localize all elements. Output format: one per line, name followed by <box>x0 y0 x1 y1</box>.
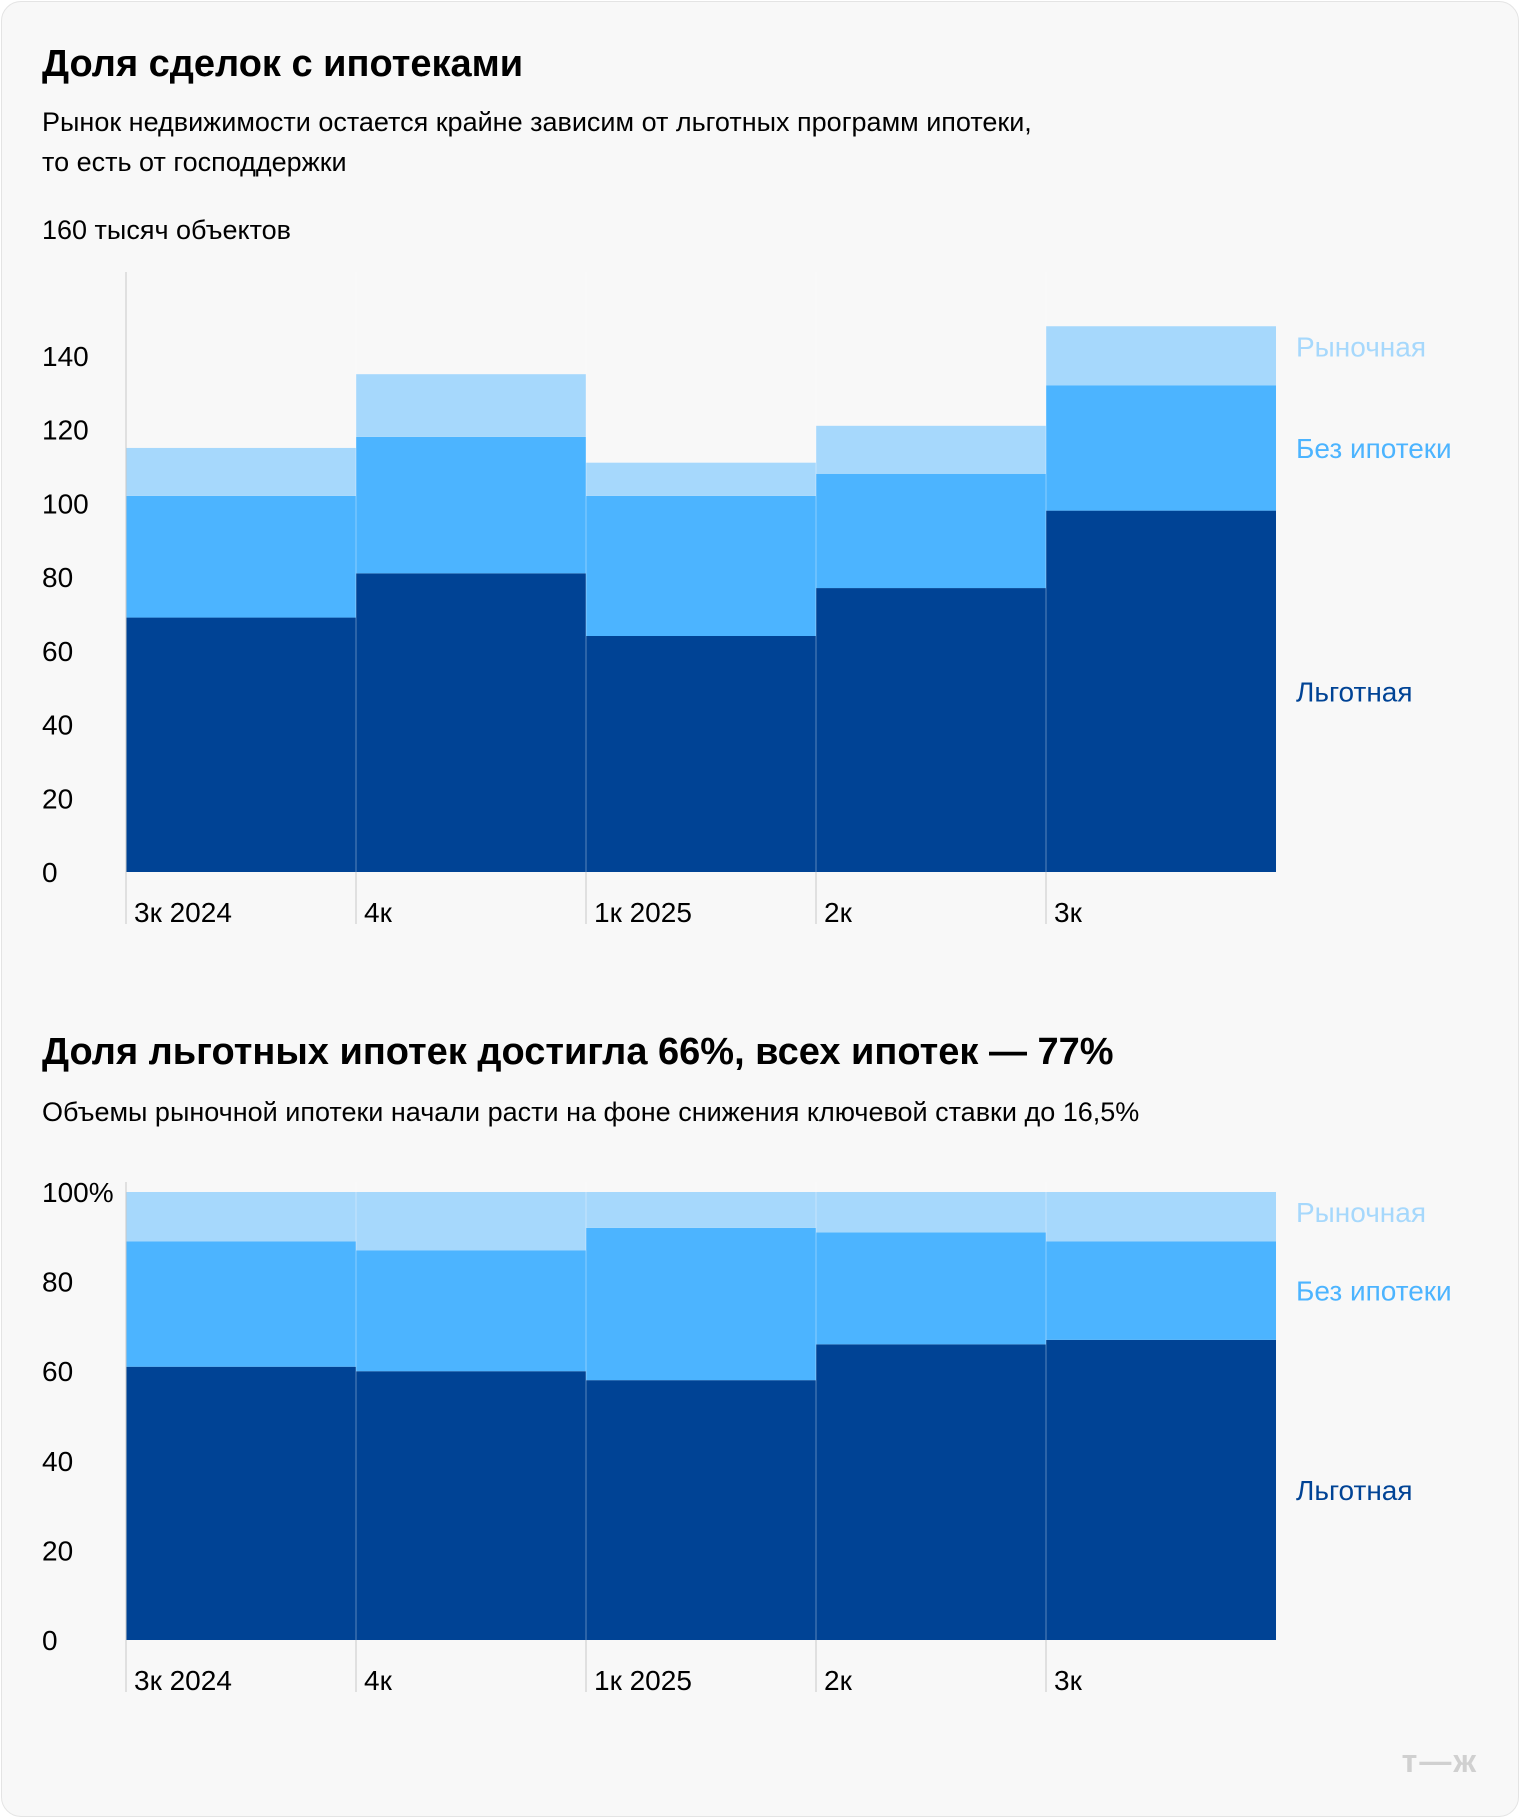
chart1-bar-0-2 <box>126 447 356 496</box>
chart2-bar-3-2 <box>816 1192 1046 1233</box>
chart2-bar-2-0 <box>586 1380 816 1640</box>
chart2-ytick-2: 40 <box>42 1446 73 1477</box>
chart2-xlabel-2: 1к 2025 <box>594 1665 692 1696</box>
chart1-legend-0: Льготная <box>1296 676 1413 707</box>
chart1-ytick-6: 120 <box>42 415 89 446</box>
chart2-bar-4-1 <box>1046 1241 1276 1340</box>
chart1-bar-2-0 <box>586 636 816 872</box>
chart1-xlabel-0: 3к 2024 <box>134 897 232 928</box>
chart1-bar-4-1 <box>1046 385 1276 511</box>
chart2-xlabel-0: 3к 2024 <box>134 1665 232 1696</box>
chart1-bar-4-2 <box>1046 326 1276 386</box>
chart1-xlabel-2: 1к 2025 <box>594 897 692 928</box>
chart1-bar-3-2 <box>816 425 1046 474</box>
chart2-xlabel-3: 2к <box>824 1665 853 1696</box>
chart1-ytick-2: 40 <box>42 710 73 741</box>
chart1-bar-2-1 <box>586 495 816 636</box>
chart2-ytick-0: 0 <box>42 1625 58 1656</box>
chart1-ytick-5: 100 <box>42 488 89 519</box>
chart1-xlabel-4: 3к <box>1054 897 1083 928</box>
chart2-ytick-3: 60 <box>42 1356 73 1387</box>
chart1-legend-2: Рыночная <box>1296 331 1426 362</box>
chart2-bar-1-2 <box>356 1192 586 1251</box>
chart2-xlabel-1: 4к <box>364 1665 393 1696</box>
chart1-bar-4-0 <box>1046 510 1276 872</box>
chart1-ytick-0: 0 <box>42 857 58 888</box>
chart1-ytick-7: 140 <box>42 341 89 372</box>
chart2-legend-0: Льготная <box>1296 1475 1413 1506</box>
chart2-bar-0-2 <box>126 1192 356 1242</box>
chart2-bar-3-1 <box>816 1232 1046 1345</box>
chart2-bar-2-2 <box>586 1192 816 1228</box>
brand-logo: т—ж <box>1401 1743 1478 1779</box>
chart1-plot: 0 20 40 60 80 100 120 140 3к 2024 4к 1к 2025 2к 3к Ль… <box>42 272 1452 928</box>
chart1-bar-3-1 <box>816 473 1046 589</box>
chart2-ytick-4: 80 <box>42 1267 73 1298</box>
chart1-ytick-4: 80 <box>42 562 73 593</box>
chart1-ytick-1: 20 <box>42 783 73 814</box>
chart1-bar-1-0 <box>356 573 586 872</box>
chart2-subtitle: Объемы рыночной ипотеки начали расти на … <box>42 1097 1140 1127</box>
chart1-ytick-3: 60 <box>42 636 73 667</box>
chart1-bar-2-2 <box>586 462 816 496</box>
chart2-legend-1: Без ипотеки <box>1296 1276 1452 1307</box>
chart2-title: Доля льготных ипотек достигла 66%, всех … <box>42 1031 1114 1073</box>
chart1-bar-0-1 <box>126 495 356 618</box>
chart1-bar-0-0 <box>126 617 356 872</box>
chart2-bar-2-1 <box>586 1227 816 1381</box>
chart2-bar-4-2 <box>1046 1192 1276 1242</box>
chart2-bar-1-0 <box>356 1371 586 1640</box>
chart1-bar-1-1 <box>356 436 586 574</box>
chart1-title: Доля сделок с ипотеками <box>42 43 524 85</box>
chart2-bar-0-1 <box>126 1241 356 1367</box>
chart1-xlabel-3: 2к <box>824 897 853 928</box>
chart2-xlabel-4: 3к <box>1054 1665 1083 1696</box>
chart1-legend-1: Без ипотеки <box>1296 433 1452 464</box>
chart2-bar-4-0 <box>1046 1339 1276 1640</box>
chart2-legend-2: Рыночная <box>1296 1197 1426 1228</box>
chart1-unit-label: 160 тысяч объектов <box>42 215 292 245</box>
chart2-bar-3-0 <box>816 1344 1046 1640</box>
chart2-bar-1-1 <box>356 1250 586 1372</box>
chart2-ytick-5: 100% <box>42 1177 114 1208</box>
chart2-ytick-1: 20 <box>42 1535 73 1566</box>
chart1-bar-3-0 <box>816 588 1046 872</box>
chart2-plot: 0 20 40 60 80 100% 3к 2024 4к 1к 2025 2к 3к Льготна… <box>42 1177 1452 1696</box>
chart1-subtitle-line1: Рынок недвижимости остается крайне завис… <box>42 107 1032 137</box>
chart1-subtitle-line2: то есть от господдержки <box>42 147 347 177</box>
chart1-xlabel-1: 4к <box>364 897 393 928</box>
chart2-bar-0-0 <box>126 1366 356 1640</box>
chart1-bar-1-2 <box>356 374 586 437</box>
